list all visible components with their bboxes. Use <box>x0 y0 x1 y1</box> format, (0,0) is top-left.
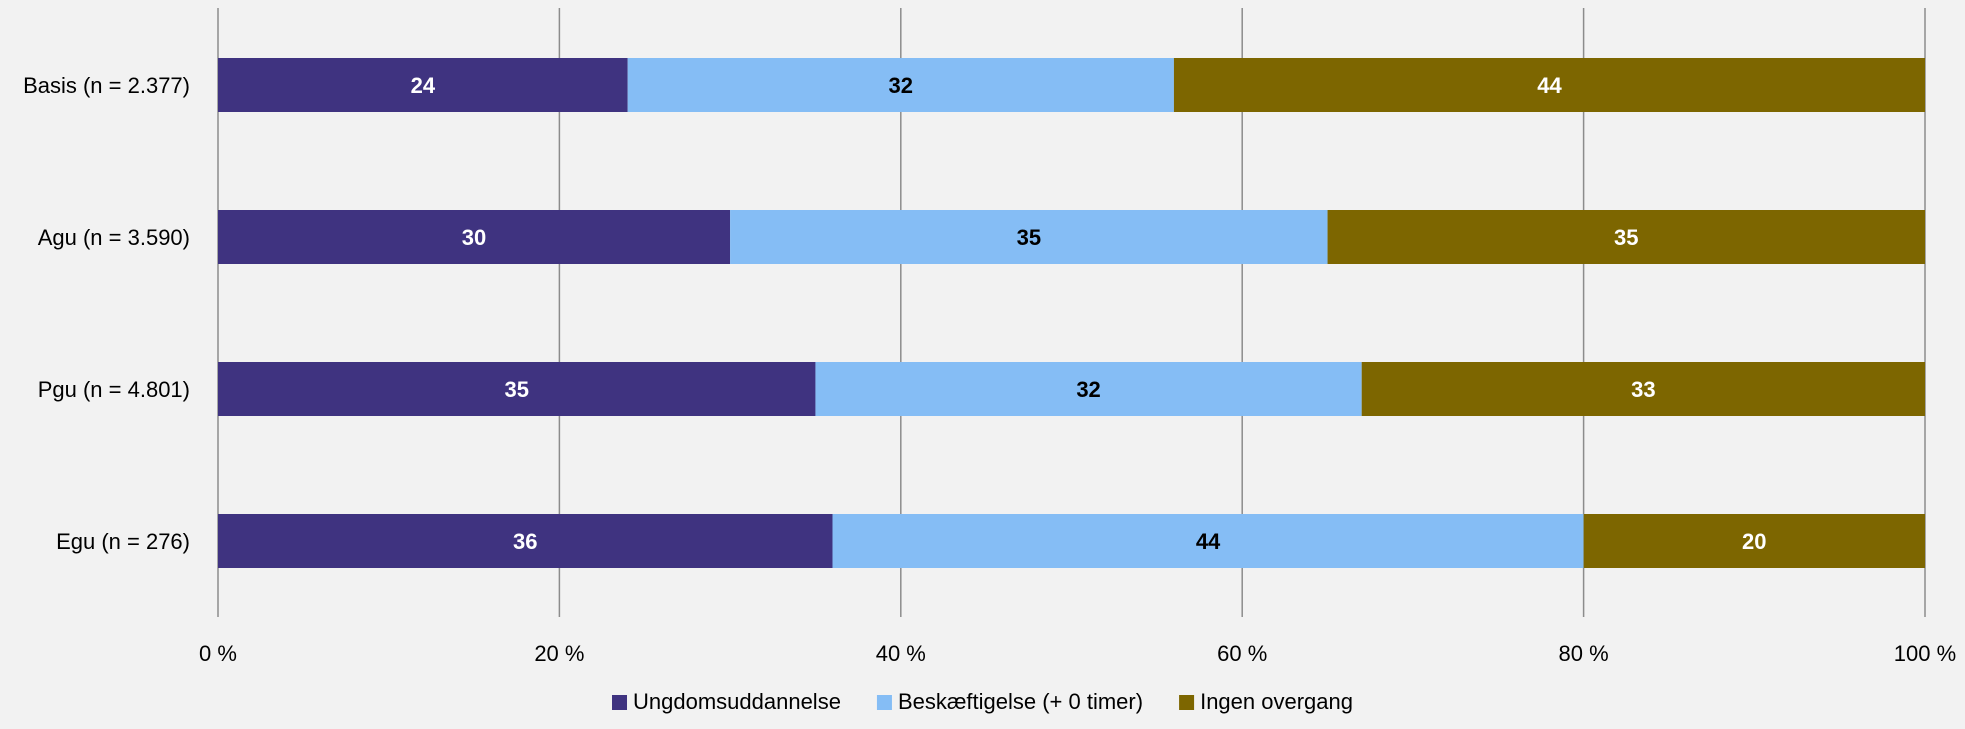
bar-segment <box>1361 362 1925 416</box>
x-tick-label: 20 % <box>534 641 584 666</box>
bar-segment <box>218 362 816 416</box>
bar-segment <box>218 58 628 112</box>
legend-label: Ingen overgang <box>1200 689 1353 714</box>
x-axis-tick-labels: 0 % 20 % 40 % 60 % 80 % 100 % <box>199 641 1956 666</box>
category-labels: Basis (n = 2.377) Agu (n = 3.590) Pgu (n =… <box>23 73 190 554</box>
legend-swatch <box>1179 695 1195 710</box>
bar-segment <box>730 210 1328 264</box>
bar-segment <box>1327 210 1925 264</box>
bars: 24 32 44 30 35 35 35 32 33 36 44 20 <box>218 58 1925 568</box>
data-label: 35 <box>1614 225 1638 250</box>
bar-segment <box>218 514 833 568</box>
data-label: 36 <box>513 529 537 554</box>
x-tick-label: 60 % <box>1217 641 1267 666</box>
bar-segment <box>815 362 1362 416</box>
legend-label: Ungdomsuddannelse <box>633 689 841 714</box>
legend-swatch <box>612 695 628 710</box>
data-label: 44 <box>1196 529 1221 554</box>
x-tick-label: 80 % <box>1559 641 1609 666</box>
bar-segment <box>627 58 1174 112</box>
category-label: Egu (n = 276) <box>56 529 190 554</box>
data-label: 24 <box>411 73 436 98</box>
data-label: 35 <box>1017 225 1041 250</box>
bar-segment <box>832 514 1584 568</box>
bar-segment <box>1583 514 1925 568</box>
category-label: Pgu (n = 4.801) <box>38 377 190 402</box>
bar-segment <box>218 210 731 264</box>
data-label: 32 <box>1076 377 1100 402</box>
legend-swatch <box>876 695 892 710</box>
legend-label: Beskæftigelse (+ 0 timer) <box>898 689 1143 714</box>
legend: Ungdomsuddannelse Beskæftigelse (+ 0 time… <box>612 689 1353 714</box>
category-label: Basis (n = 2.377) <box>23 73 190 98</box>
x-tick-label: 40 % <box>876 641 926 666</box>
data-label: 44 <box>1537 73 1562 98</box>
category-label: Agu (n = 3.590) <box>38 225 190 250</box>
data-label: 30 <box>462 225 486 250</box>
x-tick-label: 100 % <box>1894 641 1956 666</box>
x-tick-label: 0 % <box>199 641 237 666</box>
data-label: 35 <box>504 377 528 402</box>
data-label: 20 <box>1742 529 1766 554</box>
data-label: 32 <box>889 73 913 98</box>
bar-segment <box>1173 58 1925 112</box>
data-label: 33 <box>1631 377 1655 402</box>
